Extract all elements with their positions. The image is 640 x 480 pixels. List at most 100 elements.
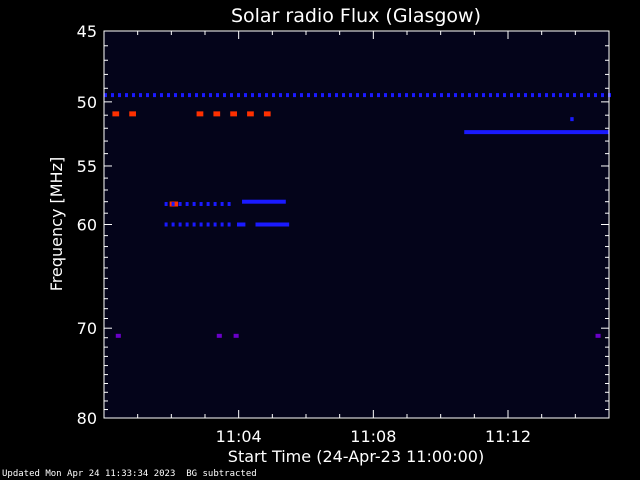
burst-0-segment bbox=[349, 93, 352, 98]
burst-2 bbox=[112, 111, 120, 117]
burst-0-segment bbox=[531, 93, 534, 98]
burst-0-segment bbox=[496, 93, 499, 98]
burst-12-segment bbox=[171, 222, 175, 227]
burst-0-segment bbox=[377, 93, 380, 98]
burst-16 bbox=[216, 333, 222, 338]
burst-12-segment bbox=[199, 222, 203, 227]
burst-0-segment bbox=[265, 93, 268, 98]
burst-10-segment bbox=[192, 202, 196, 207]
burst-0-segment bbox=[601, 93, 604, 98]
burst-0-segment bbox=[272, 93, 275, 98]
burst-7 bbox=[247, 111, 254, 117]
burst-0-segment bbox=[454, 93, 457, 98]
burst-0-segment bbox=[482, 93, 485, 98]
burst-0-segment bbox=[594, 93, 597, 98]
burst-0-segment bbox=[538, 93, 541, 98]
burst-0-segment bbox=[153, 93, 156, 98]
y-tick-label-55: 55 bbox=[77, 157, 97, 176]
burst-10-segment bbox=[199, 202, 203, 207]
burst-0-segment bbox=[468, 93, 471, 98]
burst-1 bbox=[464, 130, 609, 135]
x-axis-title: Start Time (24-Apr-23 11:00:00) bbox=[228, 447, 484, 466]
burst-0-segment bbox=[251, 93, 254, 98]
burst-0-segment bbox=[111, 93, 114, 98]
burst-10-segment bbox=[178, 202, 182, 207]
y-tick-label-50: 50 bbox=[77, 93, 97, 112]
burst-3 bbox=[129, 111, 136, 117]
y-tick-label-60: 60 bbox=[77, 216, 97, 235]
burst-6 bbox=[230, 111, 237, 117]
burst-0-segment bbox=[321, 93, 324, 98]
burst-0-segment bbox=[328, 93, 331, 98]
burst-0-segment bbox=[475, 93, 478, 98]
burst-18 bbox=[595, 333, 601, 338]
burst-11 bbox=[242, 199, 286, 204]
burst-12-segment bbox=[192, 222, 196, 227]
burst-12-segment bbox=[206, 222, 210, 227]
burst-0-segment bbox=[293, 93, 296, 98]
burst-0-segment bbox=[559, 93, 562, 98]
burst-0-segment bbox=[391, 93, 394, 98]
burst-0-segment bbox=[125, 93, 128, 98]
burst-0-segment bbox=[202, 93, 205, 98]
burst-17 bbox=[233, 333, 239, 338]
burst-0-segment bbox=[580, 93, 583, 98]
burst-10-segment bbox=[227, 202, 231, 207]
burst-0-segment bbox=[237, 93, 240, 98]
burst-0-segment bbox=[279, 93, 282, 98]
y-axis-title: Frequency [MHz] bbox=[47, 157, 66, 291]
burst-0-segment bbox=[174, 93, 177, 98]
burst-0-segment bbox=[181, 93, 184, 98]
burst-0-segment bbox=[573, 93, 576, 98]
bg-subtracted-note: BG subtracted bbox=[186, 469, 257, 479]
burst-12-segment bbox=[178, 222, 182, 227]
y-tick-label-45: 45 bbox=[77, 22, 97, 41]
burst-0-segment bbox=[223, 93, 226, 98]
burst-0 bbox=[104, 93, 611, 98]
burst-14 bbox=[255, 222, 290, 227]
burst-15 bbox=[115, 333, 121, 338]
burst-0-segment bbox=[132, 93, 135, 98]
burst-0-segment bbox=[517, 93, 520, 98]
x-tick-label-11:12: 11:12 bbox=[485, 427, 531, 446]
updated-timestamp: Updated Mon Apr 24 11:33:34 2023 bbox=[2, 469, 176, 479]
burst-13 bbox=[236, 222, 246, 227]
burst-0-segment bbox=[510, 93, 513, 98]
burst-0-segment bbox=[342, 93, 345, 98]
burst-12-segment bbox=[220, 222, 224, 227]
burst-0-segment bbox=[440, 93, 443, 98]
burst-4 bbox=[196, 111, 204, 117]
burst-0-segment bbox=[160, 93, 163, 98]
burst-0-segment bbox=[314, 93, 317, 98]
burst-12-segment bbox=[164, 222, 168, 227]
burst-0-segment bbox=[426, 93, 429, 98]
y-tick-label-70: 70 bbox=[77, 319, 97, 338]
burst-0-segment bbox=[363, 93, 366, 98]
burst-12-segment bbox=[185, 222, 189, 227]
burst-0-segment bbox=[398, 93, 401, 98]
burst-0-segment bbox=[216, 93, 219, 98]
burst-10-segment bbox=[220, 202, 224, 207]
burst-10-segment bbox=[164, 202, 168, 207]
chart-title: Solar radio Flux (Glasgow) bbox=[231, 5, 481, 27]
burst-12 bbox=[164, 222, 231, 227]
burst-0-segment bbox=[286, 93, 289, 98]
footer: Updated Mon Apr 24 11:33:34 2023 BG subt… bbox=[2, 469, 257, 480]
burst-0-segment bbox=[188, 93, 191, 98]
burst-8 bbox=[263, 111, 271, 117]
burst-0-segment bbox=[461, 93, 464, 98]
burst-12-segment bbox=[227, 222, 231, 227]
burst-0-segment bbox=[209, 93, 212, 98]
burst-0-segment bbox=[356, 93, 359, 98]
burst-0-segment bbox=[587, 93, 590, 98]
burst-0-segment bbox=[118, 93, 121, 98]
burst-10-segment bbox=[185, 202, 189, 207]
burst-0-segment bbox=[489, 93, 492, 98]
burst-0-segment bbox=[104, 93, 107, 98]
y-tick-label-80: 80 bbox=[77, 409, 97, 428]
burst-0-segment bbox=[307, 93, 310, 98]
burst-0-segment bbox=[524, 93, 527, 98]
burst-0-segment bbox=[335, 93, 338, 98]
burst-0-segment bbox=[167, 93, 170, 98]
